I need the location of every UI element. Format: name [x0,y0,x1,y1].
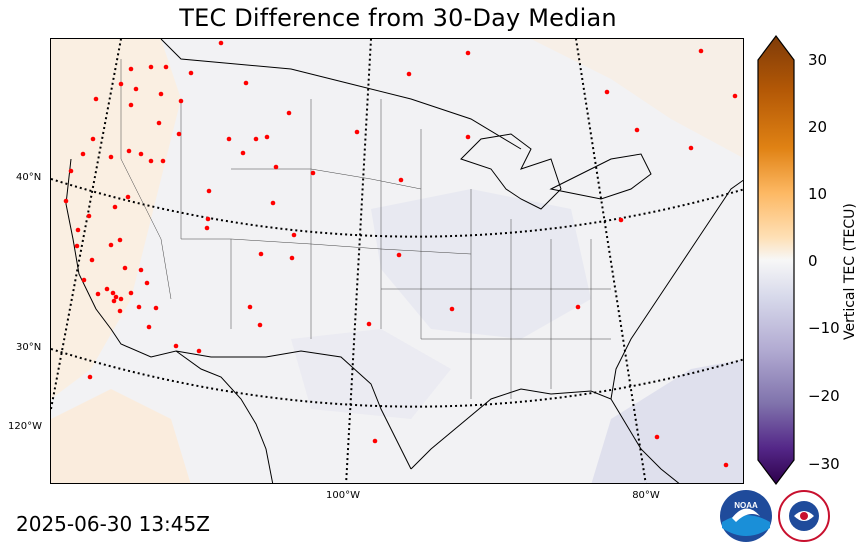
colorbar-tick: 10 [808,185,828,203]
colorbar-gradient [757,35,795,485]
colorbar-tick: 20 [808,118,828,136]
coastlines [65,39,743,483]
colorbar-label: Vertical TEC (TECU) [842,203,858,340]
tec-negative-southeast [591,359,743,483]
agency-logos: NOAA [720,490,830,542]
graticule [51,39,743,483]
tec-positive-northeast [531,39,743,158]
colorbar-tick: 30 [808,51,828,69]
map-canvas [51,39,743,483]
noaa-logo: NOAA [720,490,772,542]
colorbar-tick: −20 [808,387,840,405]
colorbar-tick: −30 [808,455,840,473]
map-panel[interactable] [50,38,744,484]
tec-negative-texas [291,329,451,419]
lon-label-120w: 120°W [8,421,42,432]
timestamp: 2025-06-30 13:45Z [16,512,210,536]
tec-positive-west [51,39,181,399]
colorbar [757,35,795,485]
noaa-logo-text: NOAA [734,501,758,510]
state-borders [120,59,611,399]
lat-label-30n: 30°N [16,342,42,353]
nws-logo [778,490,830,542]
colorbar-tick: −10 [808,319,840,337]
lat-label-40n: 40°N [16,172,42,183]
tec-positive-southwest [51,389,191,483]
colorbar-tick: 0 [808,252,818,270]
page-title: TEC Difference from 30-Day Median [179,4,617,32]
lon-label-80w: 80°W [632,490,660,501]
lon-label-100w: 100°W [326,490,360,501]
tec-negative-center [371,189,591,339]
gnss-stations [63,40,738,468]
